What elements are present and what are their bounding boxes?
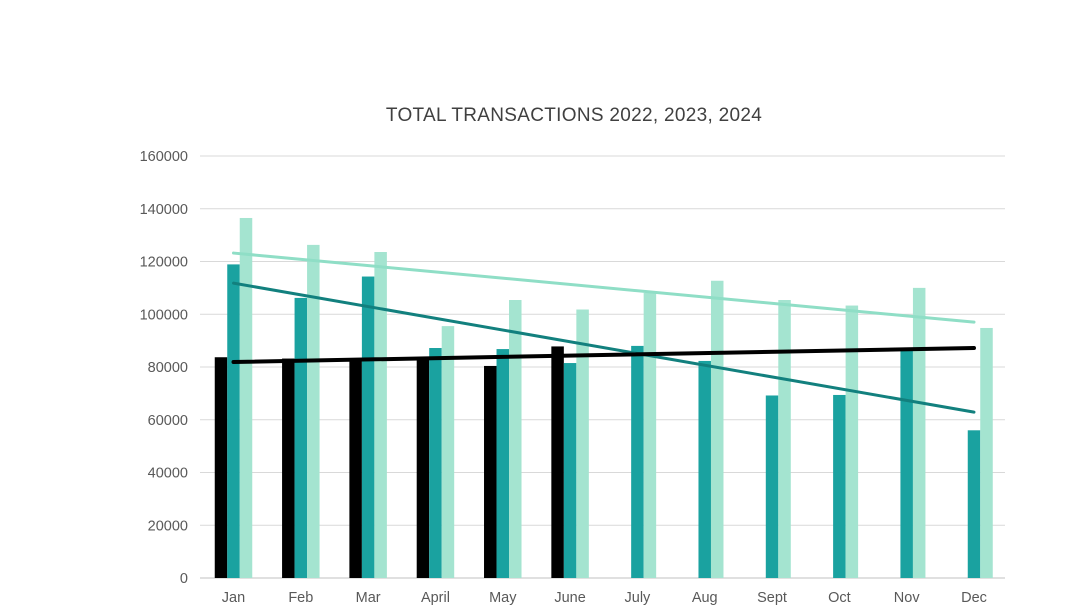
- x-tick-label: Oct: [828, 590, 851, 606]
- x-tick-label: April: [421, 590, 450, 606]
- bar-2022-April: [441, 326, 455, 578]
- bar-2022-May: [509, 300, 522, 578]
- x-tick-label: July: [625, 590, 652, 606]
- bar-2022-Dec: [980, 327, 993, 578]
- bar-2022-July: [643, 292, 657, 578]
- bar-2023-June: [563, 363, 577, 578]
- y-tick-label: 140000: [140, 202, 188, 218]
- x-tick-label: Feb: [288, 590, 313, 606]
- trendline-2022: [232, 251, 976, 324]
- y-tick-label: 0: [180, 571, 188, 587]
- bar-2022-Sept: [778, 300, 791, 578]
- y-tick-label: 160000: [140, 149, 188, 165]
- bar-2022-Mar: [374, 252, 387, 578]
- y-tick-label: 100000: [140, 307, 188, 323]
- x-tick-label: Sept: [757, 590, 787, 606]
- bar-2024-June: [551, 346, 564, 578]
- y-tick-label: 60000: [148, 413, 188, 429]
- trendline-2023: [232, 281, 976, 414]
- bar-2023-May: [496, 349, 510, 578]
- bar-2022-Feb: [307, 244, 320, 579]
- bar-2022-Oct: [845, 305, 859, 578]
- x-tick-label: Dec: [961, 590, 987, 606]
- bar-2024-Mar: [349, 358, 362, 578]
- bar-2023-Aug: [698, 360, 711, 578]
- x-tick-label: Nov: [894, 590, 921, 606]
- bar-2023-Mar: [361, 276, 375, 578]
- x-tick-label: Jan: [222, 590, 245, 606]
- bar-2023-Jan: [227, 264, 240, 578]
- y-tick-label: 80000: [148, 360, 188, 376]
- bar-2024-May: [484, 365, 497, 578]
- bar-2023-Nov: [900, 348, 913, 578]
- x-tick-label: June: [554, 590, 585, 606]
- x-tick-label: May: [489, 590, 517, 606]
- x-tick-label: Aug: [692, 590, 718, 606]
- bar-2024-Feb: [282, 358, 295, 578]
- bar-2022-Jan: [239, 217, 253, 578]
- y-tick-label: 120000: [140, 255, 188, 271]
- bar-2022-June: [576, 309, 589, 578]
- bar-2023-Dec: [967, 430, 981, 578]
- x-tick-label: Mar: [356, 590, 381, 606]
- y-tick-label: 20000: [148, 518, 188, 534]
- bar-2024-April: [416, 359, 430, 578]
- bar-2022-Nov: [912, 287, 926, 578]
- bar-2023-Sept: [765, 395, 779, 578]
- bar-2024-Jan: [214, 357, 228, 578]
- bar-2023-Feb: [294, 297, 308, 578]
- y-tick-label: 40000: [148, 466, 188, 482]
- bar-2023-April: [429, 348, 442, 578]
- trendline-2024: [231, 346, 976, 364]
- chart-title: TOTAL TRANSACTIONS 2022, 2023, 2024: [385, 105, 763, 126]
- bar-2023-July: [631, 345, 644, 578]
- bar-2023-Oct: [833, 394, 846, 578]
- bar-2022-Aug: [710, 280, 724, 578]
